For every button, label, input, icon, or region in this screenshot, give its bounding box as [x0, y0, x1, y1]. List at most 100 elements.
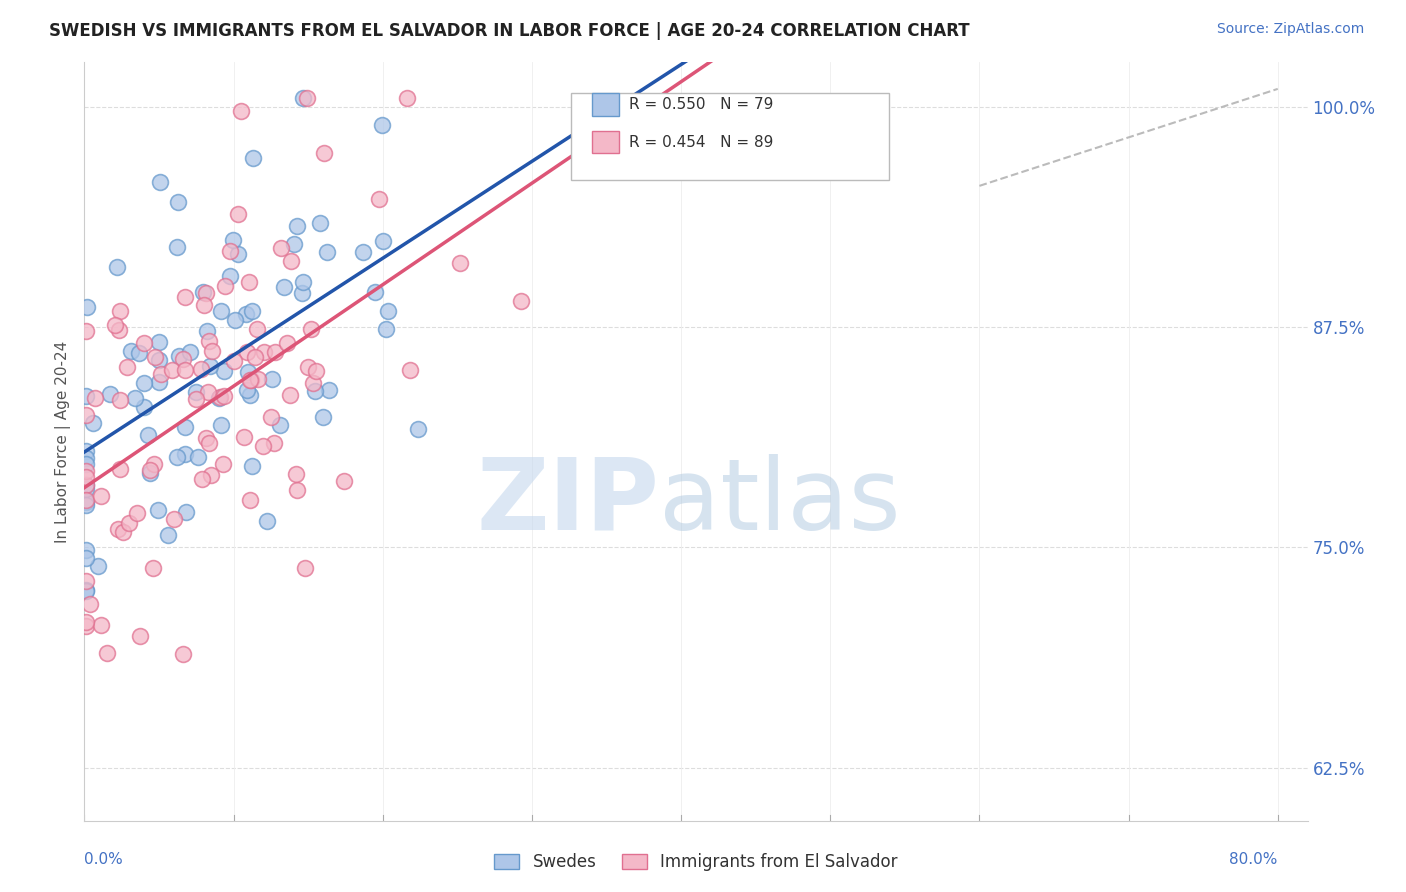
Point [105, 260, 128, 274]
Point [263, 436, 285, 450]
Point [111, 524, 134, 539]
Point [305, 364, 328, 378]
Point [150, 367, 173, 381]
Point [291, 286, 314, 301]
Point [82, 416, 104, 430]
Point [98, 387, 121, 401]
Point [197, 435, 219, 450]
Point [127, 506, 149, 520]
Text: 0.0%: 0.0% [84, 853, 124, 867]
Point [75, 450, 97, 465]
Point [240, 304, 263, 318]
Point [191, 472, 214, 486]
Point [174, 419, 197, 434]
Point [200, 467, 222, 482]
Point [132, 376, 155, 391]
Point [75, 584, 97, 599]
Point [280, 254, 302, 268]
Point [76, 300, 98, 314]
Point [174, 447, 197, 461]
Point [238, 365, 260, 379]
Point [278, 388, 301, 402]
Point [75, 470, 97, 484]
Point [212, 389, 235, 403]
Point [184, 392, 207, 406]
Point [132, 335, 155, 350]
Point [219, 244, 242, 258]
Point [375, 321, 398, 335]
Point [75, 464, 97, 478]
Point [236, 345, 259, 359]
Point [235, 307, 257, 321]
Point [219, 268, 242, 283]
Point [184, 384, 207, 399]
Point [75, 478, 97, 492]
Point [166, 195, 188, 210]
Point [75, 324, 97, 338]
Text: Source: ZipAtlas.com: Source: ZipAtlas.com [1216, 22, 1364, 37]
Point [352, 244, 374, 259]
Point [299, 322, 322, 336]
Point [139, 467, 162, 481]
Point [239, 388, 262, 402]
Point [198, 334, 221, 348]
Point [209, 304, 232, 318]
Text: R = 0.550   N = 79: R = 0.550 N = 79 [628, 96, 773, 112]
Point [110, 392, 132, 407]
Point [224, 354, 246, 368]
Point [193, 298, 215, 312]
Point [195, 431, 218, 445]
Point [191, 285, 214, 299]
Point [239, 373, 262, 387]
Point [273, 280, 295, 294]
Point [509, 294, 531, 309]
Point [297, 360, 319, 375]
Point [108, 323, 131, 337]
Point [212, 364, 235, 378]
Point [75, 492, 97, 507]
Point [246, 321, 269, 335]
Point [236, 383, 259, 397]
Point [75, 615, 97, 629]
Point [148, 353, 170, 368]
Point [377, 303, 399, 318]
Point [240, 373, 263, 387]
Point [132, 401, 155, 415]
Point [245, 350, 267, 364]
Point [143, 350, 166, 364]
Point [139, 462, 162, 476]
Point [242, 151, 264, 165]
Point [174, 505, 197, 519]
Point [195, 324, 218, 338]
Point [232, 429, 254, 443]
Point [297, 91, 319, 105]
Point [283, 236, 305, 251]
Point [190, 362, 212, 376]
Point [75, 498, 97, 512]
Point [263, 345, 285, 359]
Point [260, 409, 283, 424]
Point [333, 475, 356, 489]
Point [318, 384, 340, 398]
Point [128, 346, 150, 360]
Point [75, 478, 97, 492]
Point [285, 219, 308, 234]
Point [104, 318, 127, 333]
Point [294, 561, 316, 575]
Y-axis label: In Labor Force | Age 20-24: In Labor Force | Age 20-24 [55, 341, 72, 542]
Point [292, 91, 315, 105]
Text: ZIP: ZIP [477, 454, 659, 550]
Point [118, 516, 141, 530]
Point [107, 522, 129, 536]
Point [166, 240, 188, 254]
Point [194, 286, 217, 301]
Point [309, 216, 332, 230]
Text: atlas: atlas [659, 454, 901, 550]
Point [79, 597, 101, 611]
Point [75, 574, 97, 588]
Point [449, 256, 471, 270]
Point [260, 372, 283, 386]
Point [108, 304, 131, 318]
Point [173, 363, 195, 377]
Point [90, 489, 112, 503]
